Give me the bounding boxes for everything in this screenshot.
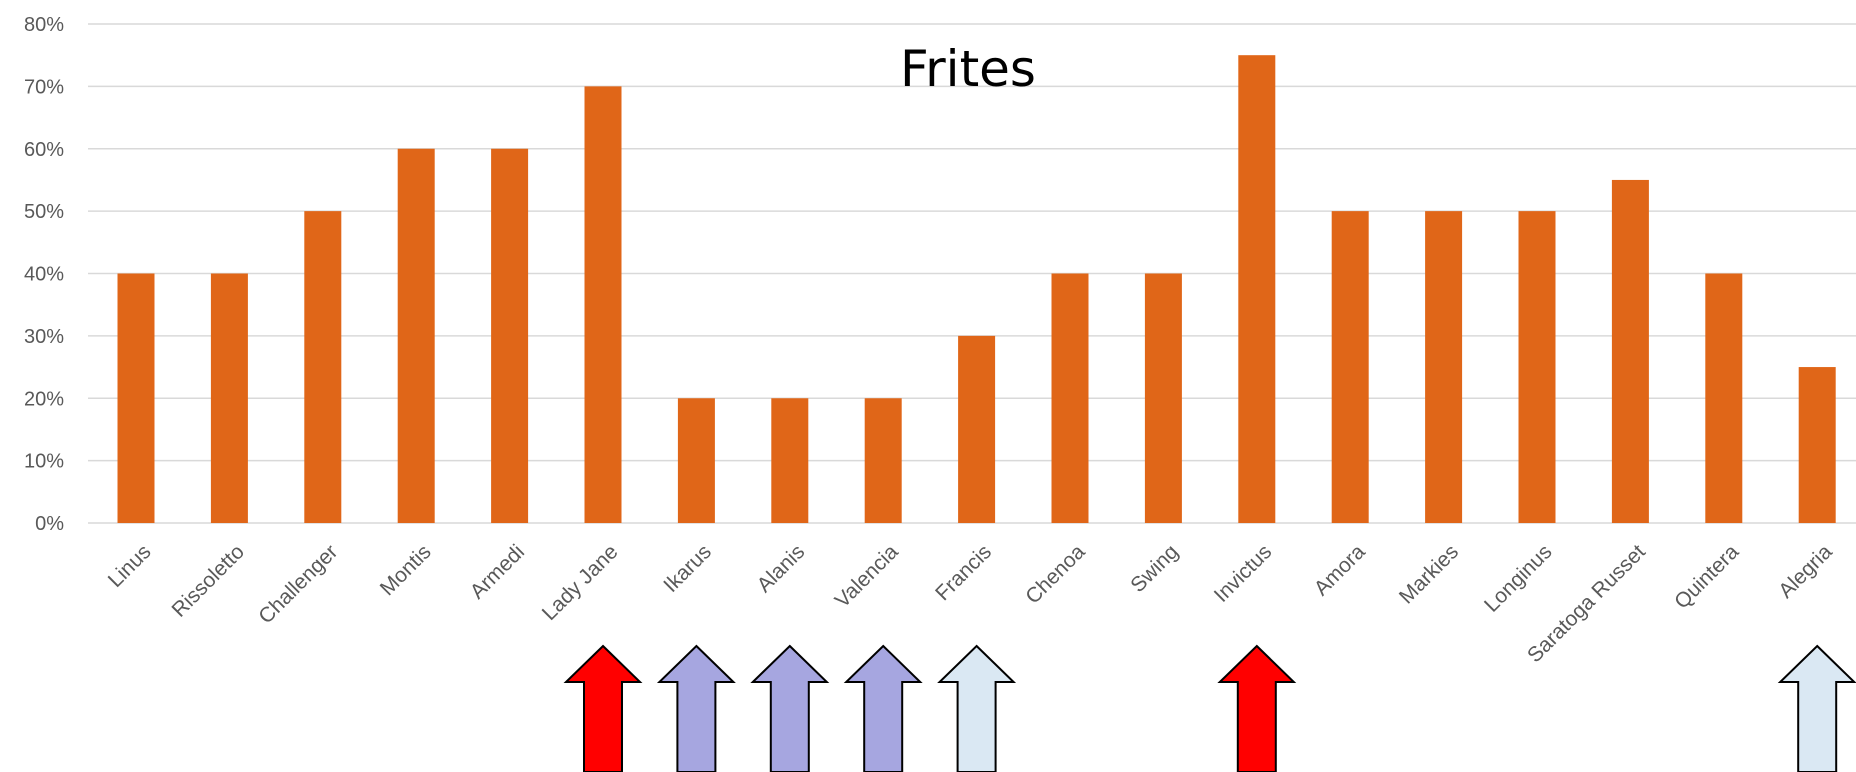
bar [1705,273,1743,523]
y-tick-label: 20% [24,388,64,410]
x-axis-labels: Linus Rissoletto Challenger Montis Armedi Lad… [104,540,1837,667]
x-tick-label: Armedi [466,540,529,603]
bar [771,398,809,523]
x-tick-label: Lady Jane [538,540,623,625]
y-tick-label: 0% [35,513,64,535]
y-tick-label: 30% [24,326,64,348]
chart-title: Frites [900,40,1036,98]
x-tick-label: Valencia [831,540,903,612]
x-tick-label: Ikarus [659,540,716,597]
bar [304,211,342,523]
x-tick-label: Chenoa [1021,540,1090,609]
x-tick-label: Alegria [1774,540,1837,603]
x-tick-label: Longinus [1480,540,1557,617]
bar [677,398,715,523]
bar [1518,211,1556,523]
x-tick-label: Montis [376,540,436,600]
up-arrow-icon [563,644,643,772]
up-arrow-icon [1217,644,1297,772]
bars [117,55,1836,523]
up-arrow-icon [1777,644,1856,772]
y-tick-label: 60% [24,139,64,161]
bar [491,148,529,523]
x-tick-label: Linus [104,540,156,592]
x-tick-label: Quintera [1670,540,1743,613]
up-arrow-icon [656,644,736,772]
up-arrow-icon [843,644,923,772]
bar [117,273,155,523]
bar [958,335,996,523]
bar [864,398,902,523]
bar [1144,273,1182,523]
bar [397,148,435,523]
y-tick-label: 40% [24,264,64,286]
x-tick-label: Francis [931,540,996,605]
x-tick-label: Rissoletto [167,540,248,621]
bar [210,273,248,523]
gridlines [88,23,1856,524]
bar [584,86,622,523]
x-tick-label: Amora [1310,540,1370,600]
bar [1798,367,1836,523]
annotation-arrows [563,644,1856,772]
up-arrow-icon [937,644,1017,772]
y-tick-label: 50% [24,201,64,223]
x-tick-label: Invictus [1210,540,1277,607]
up-arrow-icon [750,644,830,772]
bar [1611,179,1649,523]
bar [1425,211,1463,523]
x-tick-label: Swing [1126,540,1183,597]
bar [1238,55,1276,523]
bar [1331,211,1369,523]
y-tick-label: 70% [24,76,64,98]
x-tick-label: Markies [1395,540,1463,608]
x-tick-label: Challenger [254,540,342,628]
bar [1051,273,1089,523]
y-tick-label: 80% [24,14,64,36]
y-axis-ticks: 0% 10% 20% 30% 40% 50% 60% 70% 80% [24,14,64,535]
x-tick-label: Alanis [753,540,810,597]
y-tick-label: 10% [24,451,64,473]
